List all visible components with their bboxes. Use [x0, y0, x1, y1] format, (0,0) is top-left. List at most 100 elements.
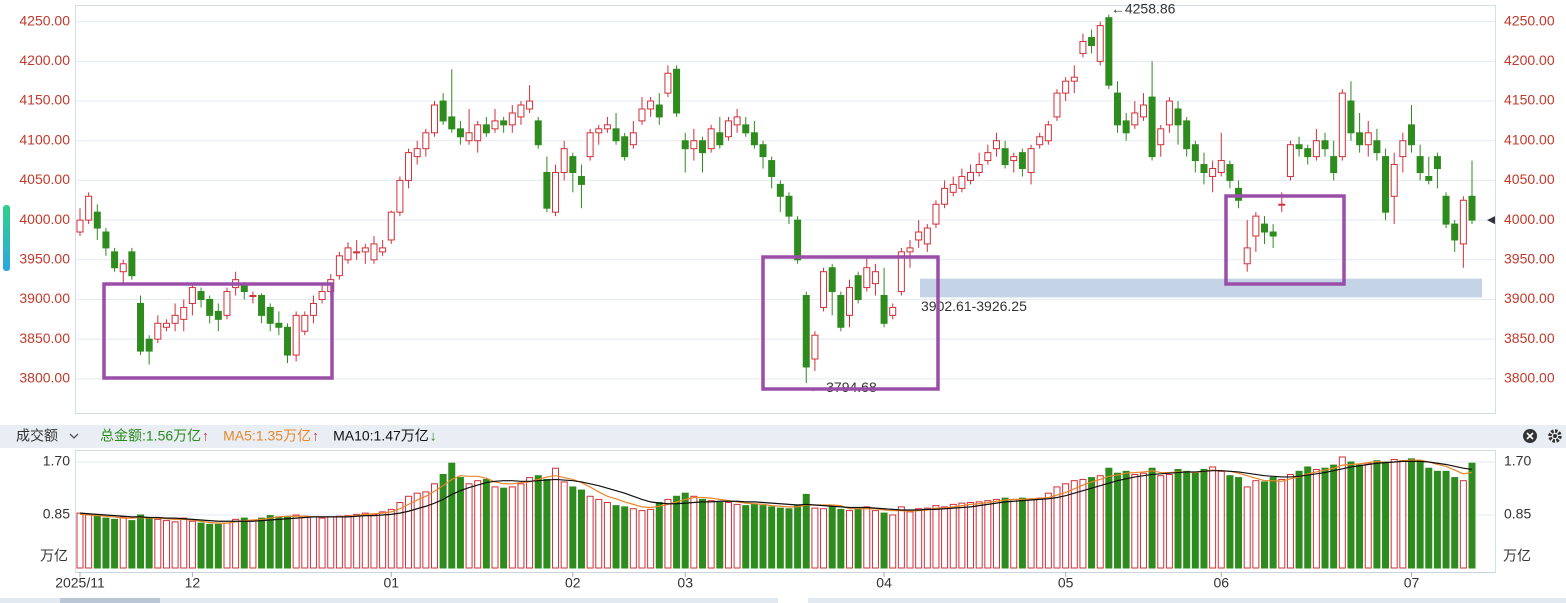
volume-bar [353, 513, 361, 569]
volume-bar [128, 520, 136, 569]
y-tick-label-right: 4250.00 [1504, 12, 1555, 28]
candle-body [992, 140, 1000, 150]
y-tick-label-right: 4200.00 [1504, 52, 1555, 68]
legend-entry: MA5:1.35万亿 [223, 428, 311, 444]
volume-bar [266, 515, 274, 569]
volume-bar [673, 495, 681, 569]
candle-body [474, 124, 482, 142]
scrollbar-track[interactable] [0, 598, 778, 603]
volume-bar [465, 483, 473, 569]
candle-body [621, 136, 629, 158]
volume-bar [1131, 473, 1139, 569]
y-tick-label: 3800.00 [19, 370, 70, 386]
volume-bar [474, 480, 482, 569]
candle-body [1390, 164, 1398, 197]
volume-bar [1183, 470, 1191, 569]
last-price-marker [1487, 216, 1495, 225]
candle-body [716, 132, 724, 146]
candle-body [284, 326, 292, 356]
volume-bar [1390, 458, 1398, 569]
support-zone [920, 278, 1482, 298]
settings-icon[interactable] [1548, 429, 1562, 443]
volume-bar [249, 520, 257, 569]
x-tick-label: 01 [383, 575, 399, 591]
volume-unit-left: 万亿 [40, 548, 68, 564]
volume-bar [197, 522, 205, 569]
candle-body [258, 295, 266, 316]
volume-bar [1148, 467, 1156, 569]
candle-body [1373, 140, 1381, 154]
candle-body [612, 128, 620, 142]
candle-body [439, 100, 447, 122]
volume-header [0, 425, 1566, 448]
candle-body [102, 231, 110, 249]
volume-bar [422, 491, 430, 569]
candle-body [249, 295, 257, 298]
candle-body [586, 132, 594, 158]
volume-bar [1053, 486, 1061, 569]
volume-bar [785, 508, 793, 569]
candle-body [1070, 76, 1078, 82]
volume-bar [776, 507, 784, 569]
volume-bar [854, 508, 862, 569]
volume-bar [1425, 467, 1433, 569]
volume-bar [223, 522, 231, 569]
volume-bar [335, 515, 343, 569]
candle-body [967, 171, 975, 181]
candle-body [811, 334, 819, 360]
volume-bar [569, 486, 577, 569]
candle-body [456, 128, 464, 138]
dropdown-icon[interactable] [69, 433, 79, 439]
candle-body [171, 314, 179, 324]
candle-body [1459, 199, 1467, 245]
candle-body [214, 310, 222, 320]
candle-body [1122, 120, 1130, 134]
volume-bar [552, 467, 560, 569]
candle-body [413, 148, 421, 158]
volume-bar [733, 503, 741, 569]
volume-bar [1468, 462, 1476, 569]
volume-bar [897, 506, 905, 569]
legend-arrow: ↑ [202, 428, 209, 444]
scrollbar-thumb[interactable] [60, 598, 160, 603]
volume-bar [595, 498, 603, 569]
y-tick-label: 4250.00 [19, 12, 70, 28]
candle-body [647, 100, 655, 110]
volume-bar [1165, 473, 1173, 569]
volume-bar [707, 500, 715, 569]
scroll-slider[interactable] [3, 205, 10, 271]
volume-bar [724, 502, 732, 569]
candle-body [1174, 108, 1182, 126]
candle-body [1010, 156, 1018, 162]
volume-bar [690, 495, 698, 569]
candle-body [508, 112, 516, 126]
x-tick-label: 12 [185, 575, 201, 591]
candle-body [206, 298, 214, 316]
scrollbar-track[interactable] [808, 598, 1566, 603]
candle-body [145, 338, 153, 352]
candle-body [854, 275, 862, 300]
candle-body [370, 243, 378, 261]
volume-bar [716, 502, 724, 569]
volume-bar [1044, 492, 1052, 569]
candle-body [1295, 144, 1303, 150]
candle-body [1416, 156, 1424, 173]
x-tick-label: 02 [565, 575, 581, 591]
volume-bar [526, 477, 534, 569]
volume-bar [603, 502, 611, 569]
candle-body [405, 152, 413, 181]
volume-title[interactable]: 成交额 [16, 428, 58, 444]
volume-bar [655, 502, 663, 569]
volume-bar [482, 478, 490, 569]
candle-body [180, 306, 188, 320]
candle-body [1183, 120, 1191, 150]
volume-bar [240, 517, 248, 569]
candle-body [1105, 17, 1113, 86]
volume-bar [1114, 472, 1122, 569]
volume-bar [941, 506, 949, 569]
candle-body [871, 271, 879, 285]
volume-bar [456, 477, 464, 569]
min-annotation: ← 3794.68 [808, 379, 877, 395]
volume-bar [1433, 470, 1441, 569]
